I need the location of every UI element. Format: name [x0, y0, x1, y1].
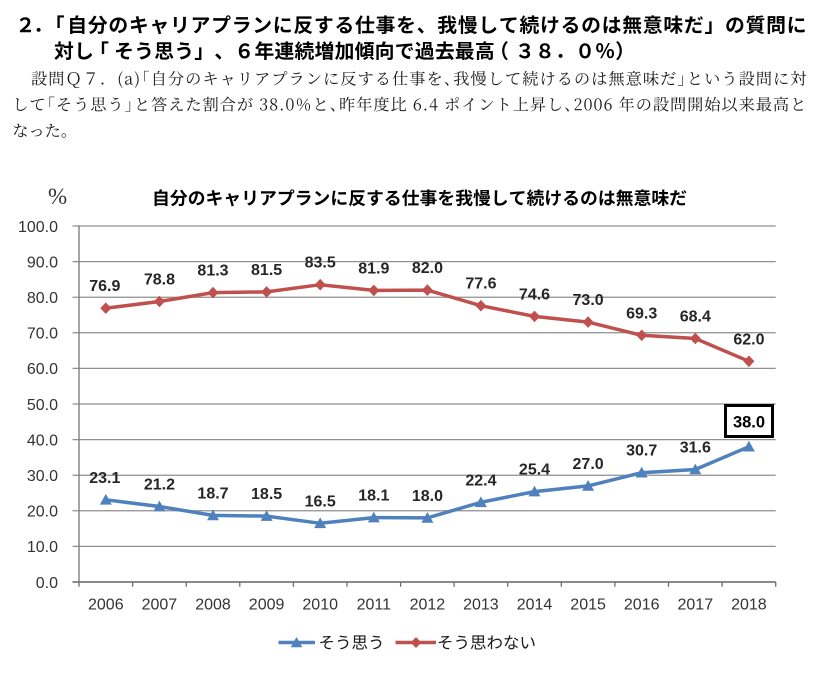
svg-text:100.0: 100.0: [18, 219, 58, 236]
svg-text:2013: 2013: [463, 597, 499, 614]
svg-text:82.0: 82.0: [412, 260, 443, 277]
svg-text:21.2: 21.2: [144, 477, 175, 494]
svg-text:69.3: 69.3: [626, 305, 657, 322]
svg-text:2012: 2012: [410, 597, 446, 614]
svg-text:22.4: 22.4: [465, 472, 496, 489]
svg-text:2007: 2007: [142, 597, 178, 614]
svg-text:78.8: 78.8: [144, 272, 175, 289]
svg-text:70.0: 70.0: [27, 326, 58, 343]
svg-text:18.1: 18.1: [358, 488, 389, 505]
svg-text:30.7: 30.7: [626, 443, 657, 460]
svg-text:2017: 2017: [678, 597, 714, 614]
svg-text:%: %: [48, 184, 67, 209]
svg-text:2006: 2006: [88, 597, 124, 614]
svg-text:2009: 2009: [249, 597, 285, 614]
svg-text:20.0: 20.0: [27, 504, 58, 521]
svg-text:0.0: 0.0: [36, 575, 58, 592]
svg-text:74.6: 74.6: [519, 286, 550, 303]
svg-text:60.0: 60.0: [27, 361, 58, 378]
svg-text:80.0: 80.0: [27, 290, 58, 307]
svg-text:76.9: 76.9: [89, 278, 120, 295]
svg-text:73.0: 73.0: [573, 292, 604, 309]
svg-text:16.5: 16.5: [305, 493, 336, 510]
svg-text:2008: 2008: [195, 597, 231, 614]
svg-text:27.0: 27.0: [573, 456, 604, 473]
svg-text:40.0: 40.0: [27, 432, 58, 449]
svg-text:2016: 2016: [624, 597, 660, 614]
svg-text:81.5: 81.5: [251, 262, 282, 279]
svg-text:90.0: 90.0: [27, 254, 58, 271]
svg-text:31.6: 31.6: [680, 440, 711, 457]
svg-text:2015: 2015: [570, 597, 606, 614]
svg-text:23.1: 23.1: [89, 470, 120, 487]
svg-text:81.9: 81.9: [358, 260, 389, 277]
svg-text:83.5: 83.5: [305, 255, 336, 272]
svg-text:10.0: 10.0: [27, 539, 58, 556]
svg-text:50.0: 50.0: [27, 397, 58, 414]
svg-text:81.3: 81.3: [197, 263, 228, 280]
svg-text:68.4: 68.4: [680, 309, 711, 326]
svg-text:18.7: 18.7: [197, 485, 228, 502]
svg-text:2014: 2014: [517, 597, 553, 614]
svg-text:25.4: 25.4: [519, 462, 550, 479]
svg-text:62.0: 62.0: [733, 331, 764, 348]
svg-text:18.5: 18.5: [251, 486, 282, 503]
svg-text:2018: 2018: [731, 597, 767, 614]
svg-text:38.0: 38.0: [733, 414, 765, 432]
svg-text:30.0: 30.0: [27, 468, 58, 485]
svg-text:2011: 2011: [357, 597, 392, 614]
svg-text:77.6: 77.6: [465, 276, 496, 293]
svg-text:18.0: 18.0: [412, 488, 443, 505]
svg-text:2010: 2010: [302, 597, 338, 614]
